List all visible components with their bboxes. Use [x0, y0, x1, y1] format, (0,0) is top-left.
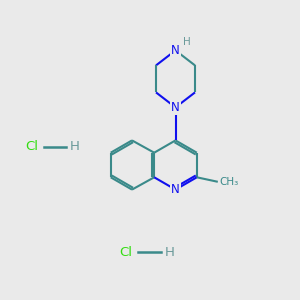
Text: Cl: Cl	[25, 140, 38, 154]
Text: H: H	[165, 245, 174, 259]
Text: H: H	[183, 37, 191, 47]
Text: N: N	[171, 183, 180, 196]
Text: CH₃: CH₃	[219, 177, 238, 187]
Text: H: H	[70, 140, 80, 154]
Text: N: N	[171, 44, 180, 57]
Text: N: N	[171, 101, 180, 114]
Text: Cl: Cl	[119, 245, 133, 259]
